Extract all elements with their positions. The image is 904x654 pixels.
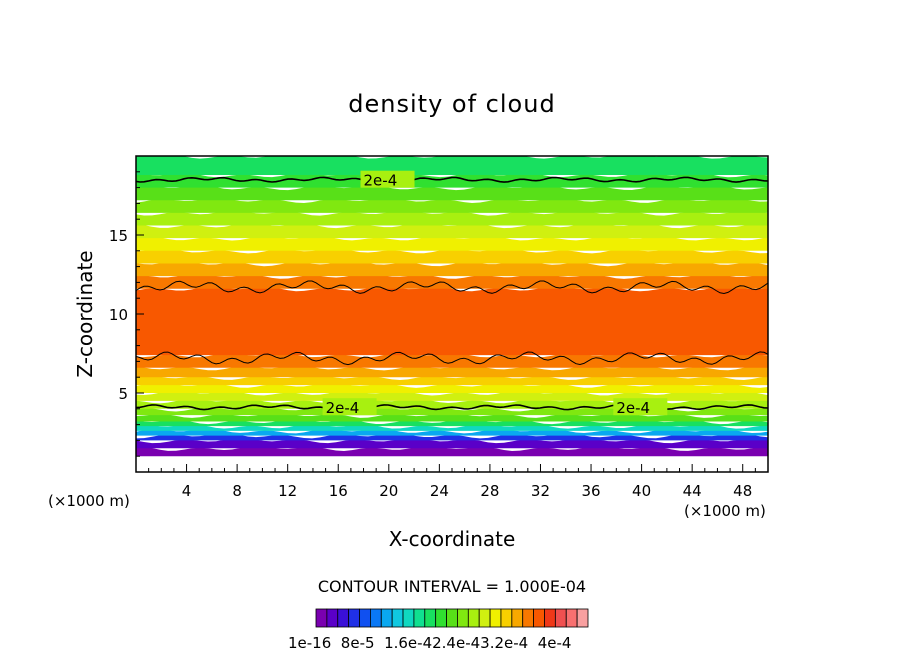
contour-label-bg [322,398,377,416]
colorbar-swatch [435,608,447,628]
density-band [136,156,768,175]
colorbar-swatch [326,608,339,628]
colorbar-swatch [391,608,404,628]
density-band [136,390,768,401]
x-tick-label: 20 [379,482,398,500]
y-axis-label: Z-coordinate [73,250,97,377]
density-band [136,286,768,356]
colorbar-labels: 1e-16 8e-5 1.6e-42.4e-43.2e-4 4e-4 [288,634,571,652]
density-band [136,210,768,226]
colorbar-swatch [348,608,360,628]
y-tick-label: 5 [118,385,128,403]
density-band [136,235,768,251]
y-tick-label: 10 [109,306,128,324]
colorbar-swatch [446,608,458,628]
colorbar-swatch [457,608,469,628]
colorbar-swatch [413,608,426,628]
colorbar-swatch [315,608,328,628]
density-band [136,185,768,201]
plot-area: 2e-4 2e-4 2e-4 [135,155,769,473]
colorbar-swatch [544,608,556,628]
colorbar-swatch [359,608,371,628]
density-band [136,423,768,431]
x-tick-label: 44 [683,482,702,500]
density-band [136,172,768,188]
colorbar-swatch [511,608,524,628]
colorbar-swatch [576,608,589,628]
x-tick-label: 32 [531,482,550,500]
colorbar-swatch [467,608,480,628]
x-tick-label: 12 [278,482,297,500]
x-tick-label: 16 [329,482,348,500]
colorbar-swatch [337,608,350,628]
colorbar-swatch [554,608,567,628]
density-band [136,365,768,378]
x-tick-label: 24 [430,482,449,500]
x-unit-left: (×1000 m) [48,492,130,510]
x-tick-label: 8 [232,482,242,500]
density-band [136,260,768,277]
colorbar-swatch [565,608,578,628]
x-tick-label: 48 [733,482,752,500]
contour-line [136,280,768,295]
contour-line [136,351,768,366]
colorbar-swatch [500,608,513,628]
colorbar-swatch [522,608,534,628]
y-tick-label: 15 [109,227,128,245]
contour-label: 2e-4 [616,399,650,417]
density-bands [136,156,768,472]
colorbar-swatch [380,608,393,628]
density-band [136,222,768,239]
density-band [136,197,768,213]
x-axis: 4 8 12 16 20 24 28 32 36 40 44 48 [148,464,756,500]
density-band [136,453,768,472]
density-band [136,273,768,289]
contour-labels: 2e-4 2e-4 2e-4 [322,170,668,417]
colorbar [315,608,589,628]
x-tick-label: 36 [581,482,600,500]
x-tick-label: 40 [632,482,651,500]
x-axis-label: X-coordinate [389,527,516,551]
colorbar-swatch [402,608,415,628]
x-unit-right: (×1000 m) [684,502,766,520]
x-tick-label: 4 [182,482,192,500]
density-band [136,428,768,436]
contour-interval: CONTOUR INTERVAL = 1.000E-04 [318,577,586,596]
contour-label: 2e-4 [364,172,398,190]
colorbar-swatch [489,608,502,628]
colorbar-swatch [424,608,437,628]
density-band [136,248,768,264]
contour-label: 2e-4 [326,399,360,417]
colorbar-swatch [533,608,545,628]
colorbar-swatch [369,608,382,628]
contour-label-bg [360,170,415,188]
x-tick-label: 28 [480,482,499,500]
density-band [136,432,768,441]
chart-title: density of cloud [348,90,555,118]
contour-label-bg [613,398,668,416]
contour-line [136,176,768,183]
density-band [136,352,768,368]
colorbar-swatch [478,608,491,628]
y-axis: 5 10 15 [109,171,144,457]
